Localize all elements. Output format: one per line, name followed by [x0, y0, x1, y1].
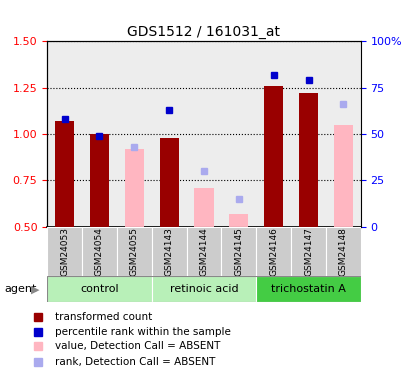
Bar — [47, 227, 82, 276]
Text: percentile rank within the sample: percentile rank within the sample — [54, 327, 230, 337]
Bar — [47, 276, 151, 302]
Bar — [151, 41, 186, 227]
Bar — [290, 227, 325, 276]
Text: control: control — [80, 284, 119, 294]
Bar — [124, 149, 144, 227]
Text: agent: agent — [4, 285, 36, 294]
Bar — [263, 86, 283, 227]
Bar — [256, 227, 290, 276]
Bar — [186, 227, 221, 276]
Text: GSM24147: GSM24147 — [303, 227, 312, 276]
Bar — [333, 125, 352, 227]
Bar — [194, 188, 213, 227]
Text: GSM24145: GSM24145 — [234, 227, 243, 276]
Text: transformed count: transformed count — [54, 312, 151, 322]
Text: GSM24148: GSM24148 — [338, 227, 347, 276]
Text: value, Detection Call = ABSENT: value, Detection Call = ABSENT — [54, 341, 219, 351]
Bar — [256, 276, 360, 302]
Bar — [229, 214, 248, 227]
Bar — [221, 227, 256, 276]
Bar — [55, 121, 74, 227]
Text: GSM24054: GSM24054 — [95, 227, 103, 276]
Text: ▶: ▶ — [31, 285, 39, 294]
Text: retinoic acid: retinoic acid — [169, 284, 238, 294]
Bar — [151, 227, 186, 276]
Title: GDS1512 / 161031_at: GDS1512 / 161031_at — [127, 25, 280, 39]
Bar — [256, 41, 290, 227]
Bar — [90, 134, 109, 227]
Bar — [325, 227, 360, 276]
Bar — [159, 138, 178, 227]
Bar — [325, 41, 360, 227]
Bar — [186, 41, 221, 227]
Bar — [82, 227, 117, 276]
Bar — [221, 41, 256, 227]
Text: GSM24053: GSM24053 — [60, 227, 69, 276]
Text: rank, Detection Call = ABSENT: rank, Detection Call = ABSENT — [54, 357, 214, 367]
Text: GSM24146: GSM24146 — [269, 227, 277, 276]
Text: GSM24144: GSM24144 — [199, 227, 208, 276]
Bar — [117, 41, 151, 227]
Bar — [117, 227, 151, 276]
Bar — [47, 41, 82, 227]
Bar — [298, 93, 317, 227]
Text: trichostatin A: trichostatin A — [270, 284, 345, 294]
Text: GSM24143: GSM24143 — [164, 227, 173, 276]
Text: GSM24055: GSM24055 — [130, 227, 138, 276]
Bar — [151, 276, 256, 302]
Bar — [290, 41, 325, 227]
Bar — [82, 41, 117, 227]
